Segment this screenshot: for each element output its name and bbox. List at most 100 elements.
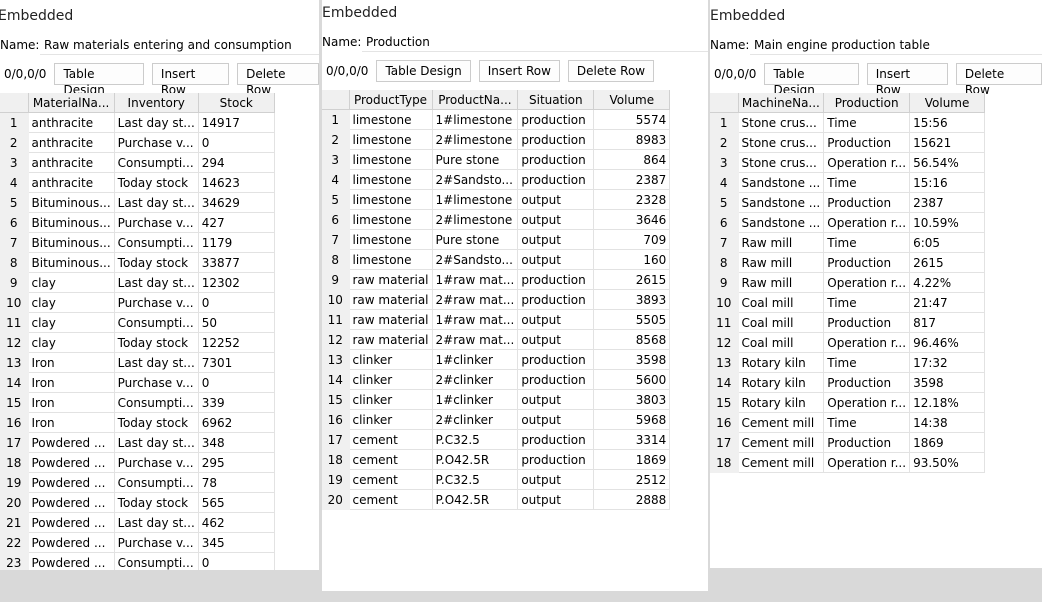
cell[interactable]: Iron — [28, 412, 115, 433]
cell[interactable]: Stone crus... — [738, 112, 825, 133]
cell[interactable]: 2888 — [593, 489, 671, 510]
cell[interactable]: production — [517, 369, 595, 390]
cell[interactable]: 15:16 — [909, 172, 986, 193]
cell[interactable]: limestone — [349, 249, 433, 270]
cell[interactable]: Time — [823, 232, 911, 253]
cell[interactable]: Raw mill — [738, 272, 825, 293]
cell[interactable]: anthracite — [28, 132, 115, 153]
cell[interactable]: Iron — [28, 352, 115, 373]
cell[interactable]: raw material — [349, 269, 433, 290]
cell[interactable]: production — [517, 349, 595, 370]
cell[interactable]: 160 — [593, 249, 671, 270]
cell[interactable]: Time — [823, 412, 911, 433]
cell[interactable]: limestone — [349, 189, 433, 210]
cell[interactable]: Operation r... — [823, 212, 911, 233]
cell[interactable]: Production — [823, 372, 911, 393]
cell[interactable]: raw material — [349, 309, 433, 330]
cell[interactable]: Today stock — [114, 492, 199, 513]
cell[interactable]: 1#raw mat... — [432, 269, 519, 290]
cell[interactable]: Today stock — [114, 172, 199, 193]
cell[interactable]: Production — [823, 432, 911, 453]
cell[interactable]: Production — [823, 312, 911, 333]
cell[interactable]: P.C32.5 — [432, 429, 519, 450]
cell[interactable]: Raw mill — [738, 232, 825, 253]
cell[interactable]: 14:38 — [909, 412, 986, 433]
cell[interactable]: 33877 — [198, 252, 275, 273]
cell[interactable]: Consumpti... — [114, 552, 199, 570]
cell[interactable]: 345 — [198, 532, 275, 553]
cell[interactable]: Coal mill — [738, 292, 825, 313]
cell[interactable]: Powdered ... — [28, 532, 115, 553]
cell[interactable]: 15:56 — [909, 112, 986, 133]
cell[interactable]: Purchase v... — [114, 452, 199, 473]
cell[interactable]: 5600 — [593, 369, 671, 390]
cell[interactable]: 2#limestone — [432, 209, 519, 230]
cell[interactable]: Powdered ... — [28, 552, 115, 570]
cell[interactable]: limestone — [349, 149, 433, 170]
cell[interactable]: production — [517, 169, 595, 190]
cell[interactable]: Raw mill — [738, 252, 825, 273]
cell[interactable]: 17:32 — [909, 352, 986, 373]
cell[interactable]: 2#raw mat... — [432, 329, 519, 350]
cell[interactable]: Time — [823, 352, 911, 373]
cell[interactable]: limestone — [349, 129, 433, 150]
cell[interactable]: 1#raw mat... — [432, 309, 519, 330]
cell[interactable]: Last day st... — [114, 192, 199, 213]
cell[interactable]: Coal mill — [738, 332, 825, 353]
cell[interactable]: 0 — [198, 552, 275, 570]
cell[interactable]: Purchase v... — [114, 292, 199, 313]
cell[interactable]: anthracite — [28, 172, 115, 193]
cell[interactable]: production — [517, 149, 595, 170]
cell[interactable]: 1#clinker — [432, 389, 519, 410]
cell[interactable]: Cement mill — [738, 432, 825, 453]
cell[interactable]: Operation r... — [823, 332, 911, 353]
cell[interactable]: output — [517, 389, 595, 410]
cell[interactable]: 8983 — [593, 129, 671, 150]
button[interactable]: Table Design — [54, 63, 144, 97]
cell[interactable]: Powdered ... — [28, 452, 115, 473]
cell[interactable]: 5574 — [593, 109, 671, 130]
cell[interactable]: Sandstone ... — [738, 172, 825, 193]
cell[interactable]: Rotary kiln — [738, 392, 825, 413]
cell[interactable]: clinker — [349, 389, 433, 410]
cell[interactable]: 1#clinker — [432, 349, 519, 370]
cell[interactable]: limestone — [349, 209, 433, 230]
cell[interactable]: 96.46% — [909, 332, 986, 353]
cell[interactable]: Last day st... — [114, 432, 199, 453]
cell[interactable]: Bituminous... — [28, 212, 115, 233]
button[interactable]: Delete Row — [955, 63, 1042, 97]
cell[interactable]: raw material — [349, 289, 433, 310]
cell[interactable]: 5968 — [593, 409, 671, 430]
cell[interactable]: 5505 — [593, 309, 671, 330]
cell[interactable]: Operation r... — [823, 272, 911, 293]
column-header[interactable]: MachineNa... — [738, 93, 825, 113]
column-header[interactable]: Stock — [198, 93, 275, 113]
button[interactable]: Delete Row — [567, 60, 655, 82]
column-header[interactable]: Volume — [909, 93, 986, 113]
cell[interactable]: 3646 — [593, 209, 671, 230]
column-header[interactable]: Situation — [517, 90, 595, 110]
cell[interactable]: Powdered ... — [28, 512, 115, 533]
cell[interactable]: anthracite — [28, 152, 115, 173]
cell[interactable]: output — [517, 189, 595, 210]
cell[interactable]: Iron — [28, 372, 115, 393]
button[interactable]: Table Design — [764, 63, 859, 97]
cell[interactable]: Operation r... — [823, 392, 911, 413]
cell[interactable]: 93.50% — [909, 452, 986, 473]
cell[interactable]: 7301 — [198, 352, 275, 373]
cell[interactable]: production — [517, 289, 595, 310]
cell[interactable]: Bituminous... — [28, 232, 115, 253]
cell[interactable]: Consumpti... — [114, 152, 199, 173]
cell[interactable]: Today stock — [114, 252, 199, 273]
cell[interactable]: 3314 — [593, 429, 671, 450]
cell[interactable]: Last day st... — [114, 512, 199, 533]
cell[interactable]: Bituminous... — [28, 192, 115, 213]
cell[interactable]: cement — [349, 489, 433, 510]
cell[interactable]: Purchase v... — [114, 132, 199, 153]
cell[interactable]: output — [517, 489, 595, 510]
cell[interactable]: Bituminous... — [28, 252, 115, 273]
cell[interactable]: Operation r... — [823, 152, 911, 173]
cell[interactable]: 8568 — [593, 329, 671, 350]
cell[interactable]: 2#limestone — [432, 129, 519, 150]
cell[interactable]: Stone crus... — [738, 152, 825, 173]
